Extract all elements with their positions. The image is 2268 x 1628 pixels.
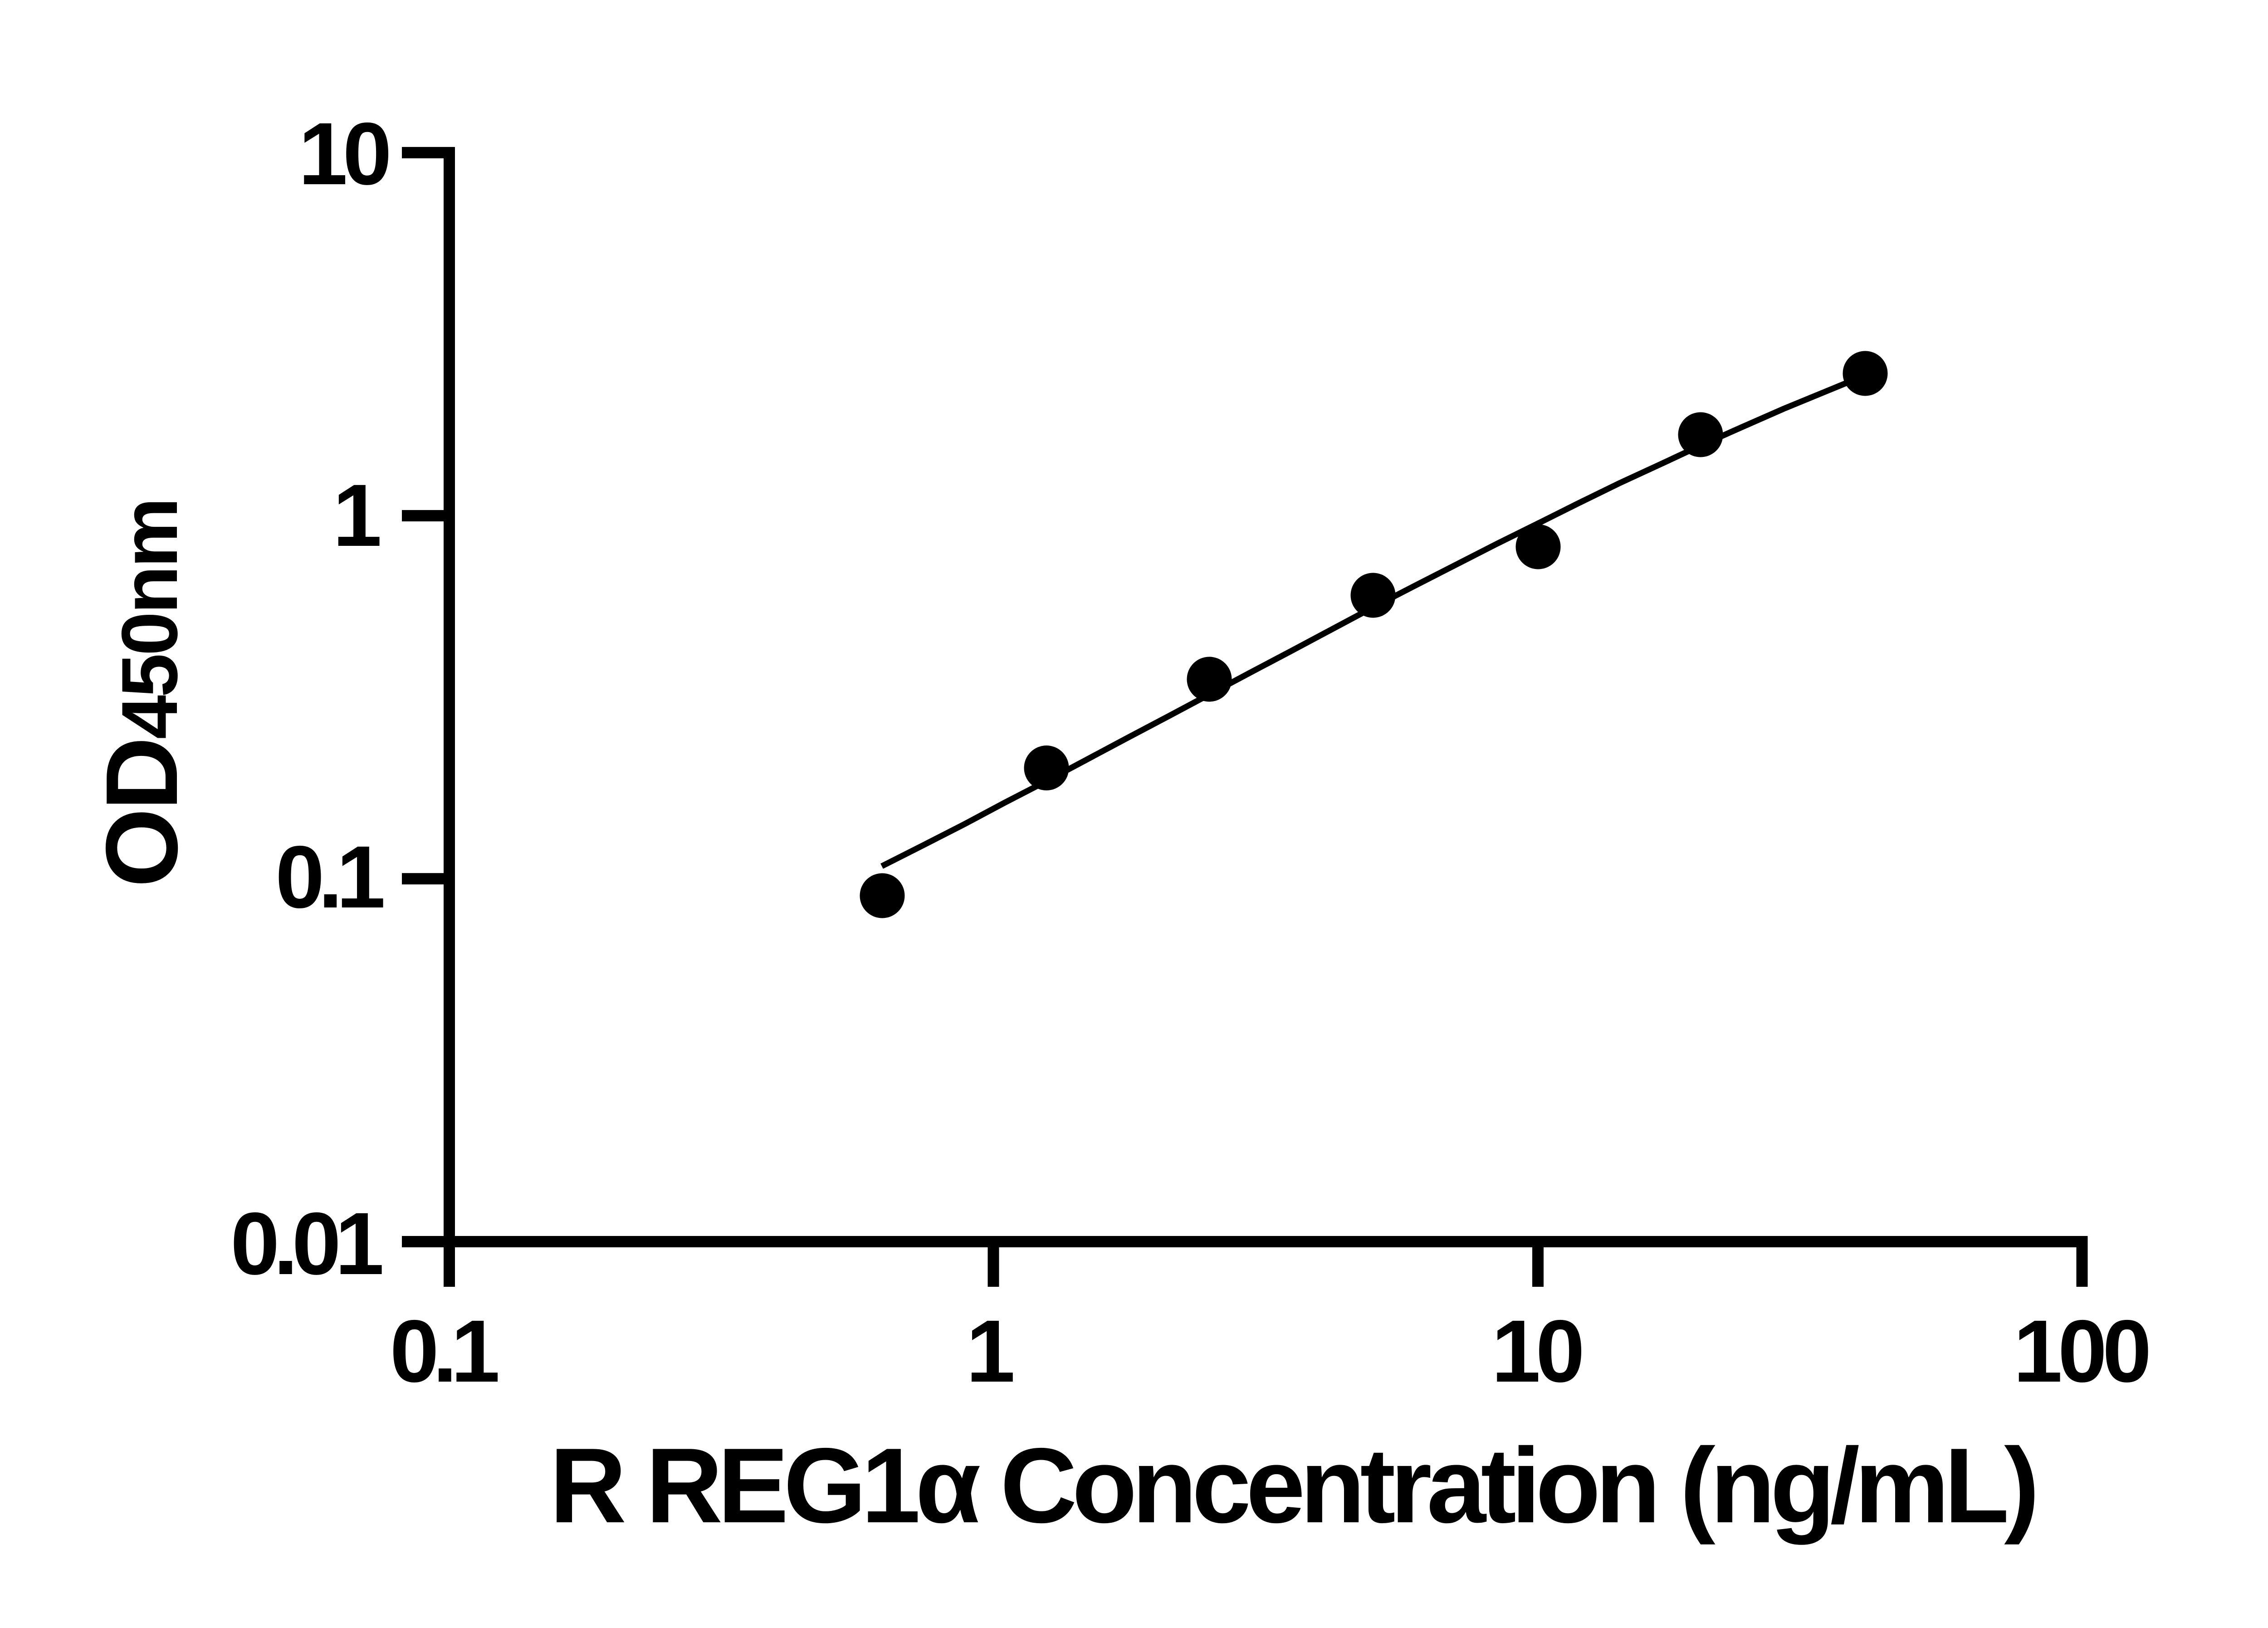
svg-text:0.1: 0.1 xyxy=(275,828,386,927)
svg-text:10: 10 xyxy=(1491,1302,1585,1401)
svg-text:0.1: 0.1 xyxy=(390,1302,500,1401)
svg-text:1: 1 xyxy=(966,1302,1015,1401)
svg-text:0.01: 0.01 xyxy=(230,1194,384,1293)
svg-text:OD450nm: OD450nm xyxy=(84,497,199,888)
svg-text:10: 10 xyxy=(298,104,392,203)
svg-text:100: 100 xyxy=(2014,1302,2152,1401)
svg-text:1: 1 xyxy=(333,466,382,565)
svg-text:R REG1α Concentration (ng/mL): R REG1α Concentration (ng/mL) xyxy=(550,1426,2040,1545)
